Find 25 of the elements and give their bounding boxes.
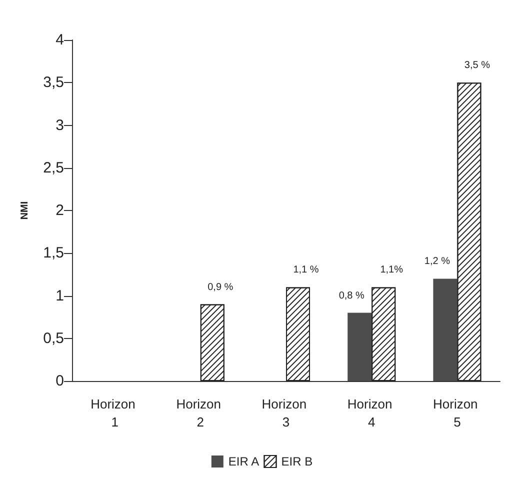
y-tick-label: 2 [56,202,64,219]
y-tick-label: 1 [56,287,64,304]
x-tick-label: Horizon 3 [262,396,310,430]
y-tick-label: 3 [56,116,64,134]
legend-label: EIR B [281,454,313,468]
bar [433,278,458,381]
y-tick-label: 0 [56,372,64,390]
data-label: 1,2 % [424,256,450,268]
data-label: 3,5 % [464,60,490,72]
y-tick-label: 0,5 [43,330,64,347]
legend-label: EIR A [228,454,260,468]
data-label: 1,1 % [293,264,319,276]
data-label: 0,8 % [338,290,364,302]
y-tick-label: 4 [56,32,64,48]
data-label: 1,1% [380,264,404,276]
y-axis-title: NMI [20,201,30,220]
y-tick-label: 2,5 [43,159,64,176]
x-tick-label: Horizon 2 [176,396,225,430]
x-tick-label: Horizon 5 [432,396,482,430]
y-tick-label: 1,5 [43,244,64,262]
y-tick-label: 3,5 [43,74,64,92]
x-tick-label: Horizon 1 [90,396,140,430]
bar [348,312,372,381]
data-label: 0,9 % [208,282,234,293]
x-tick-label: Horizon 4 [347,396,396,430]
